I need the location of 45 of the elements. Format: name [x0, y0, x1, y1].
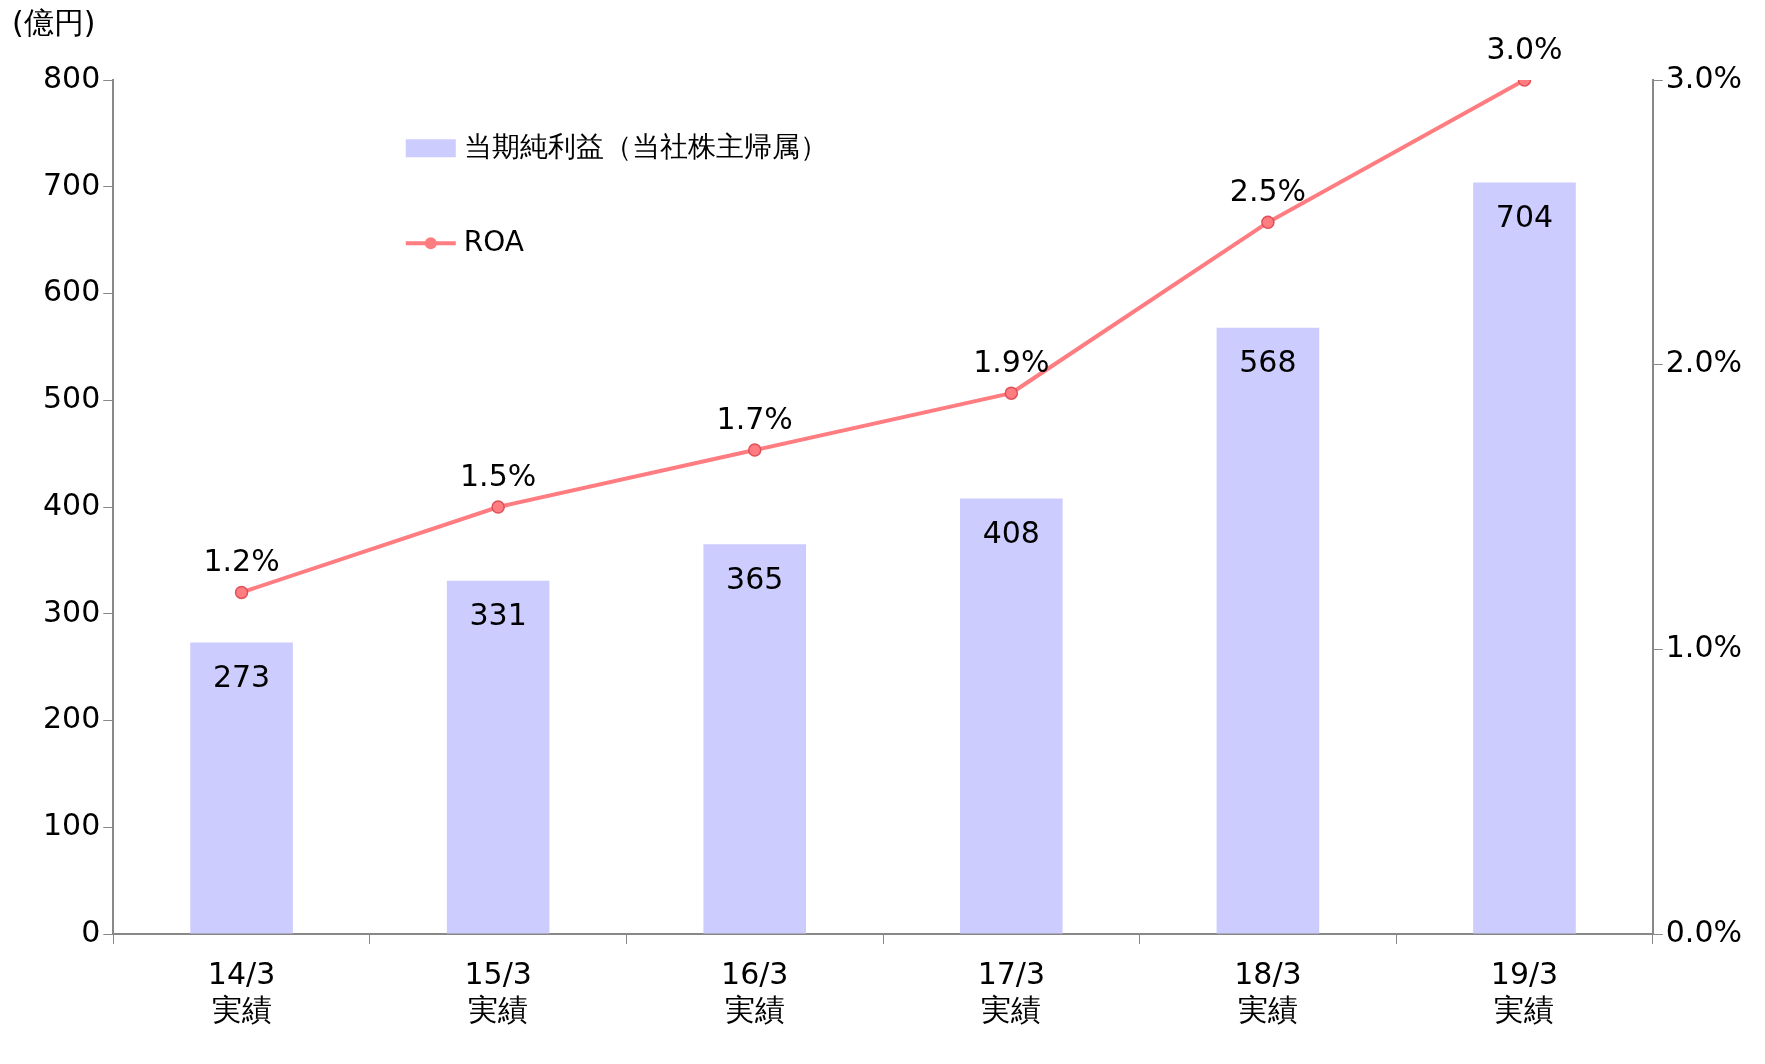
- x-tick-label: 14/3 実績: [207, 955, 276, 1027]
- data-label: 3.0%: [1486, 30, 1563, 66]
- bar: [190, 642, 293, 934]
- x-tick-label: 15/3 実績: [464, 955, 532, 1027]
- y-tick-label: 600: [43, 273, 101, 309]
- legend-label: 当期純利益（当社株主帰属）: [463, 129, 828, 163]
- data-label: 1.5%: [460, 457, 537, 493]
- data-label: 365: [726, 561, 784, 597]
- point: [747, 443, 762, 457]
- x-tick-label: 16/3 実績: [721, 955, 789, 1027]
- point: [1004, 386, 1019, 400]
- y-tick-label: 300: [43, 593, 101, 629]
- x-tick-label: 19/3 実績: [1490, 955, 1559, 1027]
- bar: [960, 498, 1063, 934]
- point: [491, 500, 505, 514]
- x-tick-label: 18/3 実績: [1234, 955, 1302, 1027]
- x-tick-label: 17/3 実績: [977, 955, 1045, 1027]
- data-label: 408: [982, 515, 1040, 551]
- data-label: 568: [1239, 344, 1297, 380]
- y-tick-label: 200: [43, 700, 101, 736]
- y-tick-label: 700: [43, 166, 101, 202]
- y-tick-label: 800: [43, 59, 101, 95]
- bar: [446, 580, 550, 934]
- y2-tick-label: 1.0%: [1665, 629, 1742, 665]
- bar: [1216, 327, 1320, 934]
- bar: [1473, 182, 1576, 934]
- data-label: 704: [1495, 199, 1554, 235]
- y-tick-label: 100: [43, 807, 101, 843]
- data-label: 1.2%: [203, 543, 280, 579]
- data-label: 2.5%: [1229, 173, 1307, 209]
- y-tick-label: 500: [43, 380, 101, 416]
- point: [1261, 215, 1275, 230]
- data-label: 1.9%: [973, 343, 1050, 379]
- point: [234, 585, 249, 600]
- data-label: 1.7%: [716, 400, 793, 436]
- legend-label: ROA: [463, 224, 524, 258]
- y-axis-title: (億円): [12, 4, 96, 40]
- bar: [703, 544, 807, 934]
- y2-tick-label: 2.0%: [1665, 344, 1742, 380]
- data-label: 273: [212, 659, 271, 695]
- y-tick-label: 0: [81, 913, 101, 949]
- y-tick-label: 400: [43, 486, 101, 522]
- y2-tick-label: 0.0%: [1665, 913, 1742, 949]
- data-label: 331: [469, 597, 527, 633]
- y2-tick-label: 3.0%: [1665, 59, 1742, 95]
